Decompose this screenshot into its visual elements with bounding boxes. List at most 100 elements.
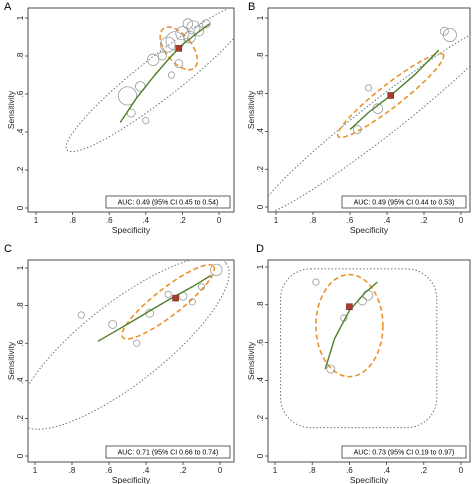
- y-tick-label: .4: [16, 128, 25, 135]
- study-point: [312, 278, 320, 286]
- auc-text: AUC: 0.49 (95% CI 0.45 to 0.54): [118, 200, 219, 207]
- auc-text: AUC: 0.73 (95% CI 0.19 to 0.97): [354, 450, 455, 457]
- auc-box: [341, 445, 467, 459]
- panel-label: B: [248, 1, 255, 13]
- x-tick-label: 0: [218, 466, 223, 475]
- study-point: [167, 71, 176, 79]
- summary-point: [172, 294, 179, 302]
- study-point: [186, 20, 201, 35]
- study-point: [108, 319, 118, 329]
- x-tick-label: 1: [273, 466, 278, 475]
- panel-a: A1.8.6.4.2 00.2.4.6.81SpecificitySensitiv…: [4, 1, 235, 235]
- y-tick-label: .6: [256, 339, 265, 346]
- panel-b: B1.8.6.4.2 00.2.4.6.81SpecificitySensitiv…: [246, 1, 471, 235]
- y-tick-label: .2: [256, 414, 265, 421]
- plot-area: [28, 260, 230, 430]
- y-axis-title: Sensitivity: [6, 90, 16, 129]
- x-tick-label: .8: [310, 216, 317, 225]
- confidence-region: [121, 263, 216, 340]
- study-point: [165, 31, 185, 51]
- x-tick-label: .6: [106, 466, 113, 475]
- y-tick-label: .6: [16, 339, 25, 346]
- study-point: [159, 36, 176, 53]
- auc-text: AUC: 0.71 (95% CI 0.66 to 0.74): [118, 450, 219, 457]
- panel-label: C: [4, 243, 12, 255]
- y-axis-title: Sensitivity: [246, 90, 256, 129]
- study-point: [146, 53, 160, 66]
- study-point: [157, 51, 167, 61]
- study-point: [439, 26, 449, 36]
- study-point: [142, 117, 150, 125]
- study-point: [133, 339, 141, 347]
- sroc-curve: [119, 23, 211, 123]
- summary-point: [346, 303, 353, 310]
- x-tick-label: .2: [179, 216, 186, 225]
- x-tick-label: .6: [346, 466, 353, 475]
- x-tick-label: .4: [383, 466, 390, 475]
- y-tick-label: .2: [16, 415, 25, 422]
- y-axis-title: Sensitivity: [246, 341, 256, 380]
- x-tick-label: 0: [459, 216, 464, 225]
- confidence-region: [315, 273, 384, 378]
- x-axis-title: Specificity: [112, 475, 151, 484]
- study-point: [210, 263, 223, 277]
- study-point: [175, 26, 190, 41]
- x-tick-label: .8: [69, 216, 76, 225]
- auc-box: [105, 195, 231, 209]
- study-point: [326, 364, 336, 374]
- study-point: [183, 30, 196, 44]
- y-tick-label: 1: [256, 264, 265, 269]
- auc-text: AUC: 0.49 (95% CI 0.44 to 0.53): [354, 200, 455, 207]
- panel-d: D 1 .8 .6 .4 .2 0 0 .2 .4 .6 .8 1 Specificity Sensitiv…: [246, 243, 471, 484]
- study-point: [164, 290, 172, 298]
- study-point: [201, 19, 211, 29]
- summary-point: [175, 45, 182, 52]
- x-tick-label: 1: [33, 466, 38, 475]
- x-tick-label: 0: [459, 466, 464, 475]
- study-point: [352, 125, 362, 134]
- y-tick-label: 0: [256, 453, 265, 458]
- prediction-region: [28, 260, 230, 430]
- plot-frame: [27, 259, 235, 463]
- study-point: [193, 25, 205, 37]
- confidence-region: [336, 52, 445, 139]
- study-point: [188, 298, 196, 306]
- panel-c: C 1 .8 .6 .4 .2 0 0 .2 .4 .6 .8 1 Specificity Sensitiv…: [4, 243, 235, 484]
- plot-frame: [27, 7, 235, 213]
- x-axis-title: Specificity: [112, 225, 151, 235]
- x-tick-label: 0: [217, 216, 222, 225]
- x-tick-label: .2: [420, 466, 427, 475]
- x-tick-label: .4: [142, 216, 149, 225]
- confidence-region: [159, 26, 199, 71]
- sroc-curve: [324, 281, 378, 370]
- y-tick-label: 1: [16, 265, 25, 270]
- y-tick-label: .8: [256, 52, 265, 59]
- x-tick-label: 1: [34, 216, 39, 225]
- y-axis-title: Sensitivity: [6, 341, 16, 380]
- x-tick-label: .4: [143, 466, 150, 475]
- x-tick-label: .2: [180, 466, 187, 475]
- x-axis-title: Specificity: [350, 225, 389, 235]
- y-tick-label: .4: [16, 377, 25, 384]
- x-tick-label: .6: [106, 216, 113, 225]
- sroc-curve: [97, 274, 212, 342]
- x-axis-title: Specificity: [350, 475, 389, 484]
- study-point: [197, 283, 206, 291]
- y-tick-label: .8: [16, 302, 25, 309]
- study-point: [117, 86, 138, 106]
- y-tick-label: .6: [256, 90, 265, 97]
- x-tick-label: .6: [347, 216, 354, 225]
- y-tick-label: .4: [256, 377, 265, 384]
- y-tick-label: .2: [16, 166, 25, 173]
- y-tick-label: .4: [256, 128, 265, 135]
- auc-box: [341, 195, 467, 209]
- x-tick-label: .8: [309, 466, 316, 475]
- panel-label: D: [256, 243, 264, 255]
- x-tick-label: .2: [421, 216, 428, 225]
- plot-area: [268, 21, 470, 212]
- prediction-region: [280, 268, 438, 429]
- prediction-region: [268, 21, 470, 212]
- x-tick-label: .4: [384, 216, 391, 225]
- y-tick-label: 1: [256, 15, 265, 20]
- study-point: [364, 84, 373, 92]
